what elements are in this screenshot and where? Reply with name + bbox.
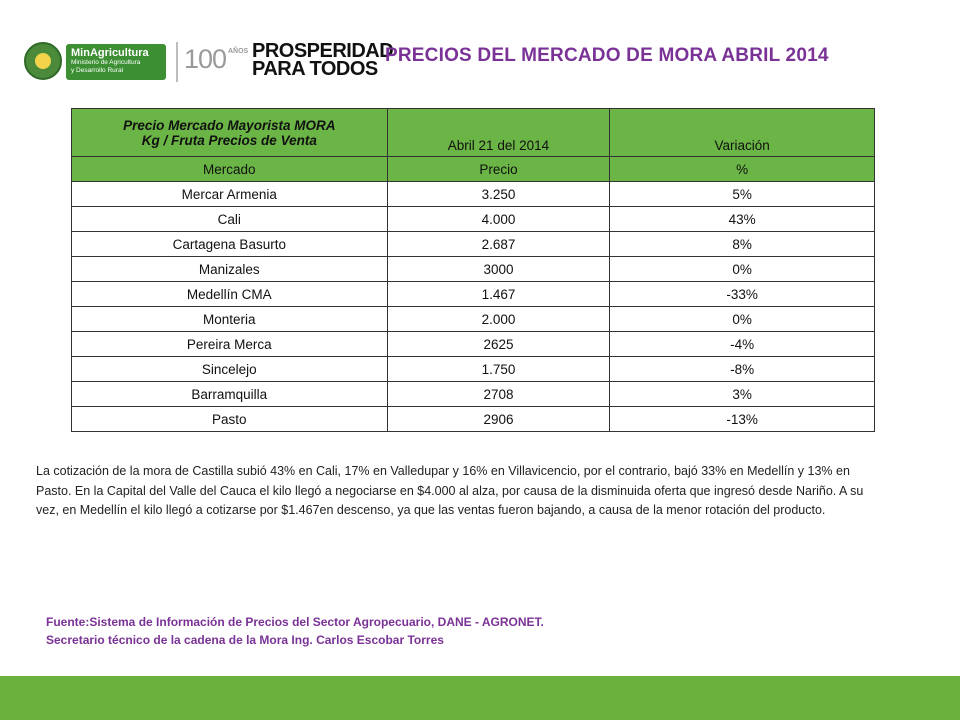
page-title: PRECIOS DEL MERCADO DE MORA ABRIL 2014 (385, 45, 829, 66)
slogan-logo: PROSPERIDAD PARA TODOS (252, 40, 394, 80)
price-column-header: Precio (386, 156, 611, 182)
market-cell: Sincelejo (71, 356, 388, 382)
table-row: Cali 4.000 43% (71, 206, 875, 232)
percent-column-header: % (609, 156, 875, 182)
minagricultura-logo: MinAgricultura Ministerio de Agricultura… (66, 44, 166, 80)
slogan-line2: PARA TODOS (252, 58, 378, 80)
table-row: Medellín CMA 1.467 -33% (71, 281, 875, 307)
slogan-line1: PROSPERIDAD (252, 40, 394, 62)
variation-cell: -4% (609, 331, 875, 357)
summary-paragraph: La cotización de la mora de Castilla sub… (36, 464, 864, 518)
market-cell: Pasto (71, 406, 388, 432)
table-title-cell: Precio Mercado Mayorista MORA Kg / Fruta… (71, 108, 388, 157)
market-cell: Medellín CMA (71, 281, 388, 307)
table-title-line2: Kg / Fruta Precios de Venta (141, 132, 317, 148)
ministry-subtitle-line1: Ministerio de Agricultura (71, 59, 141, 66)
table-row: Monteria 2.000 0% (71, 306, 875, 332)
price-cell: 2.687 (386, 231, 611, 257)
market-cell: Barramquilla (71, 381, 388, 407)
variation-cell: 0% (609, 256, 875, 282)
variation-header-cell: Variación (609, 108, 875, 157)
coat-of-arms-logo (24, 42, 62, 80)
table-subheader-row: Mercado Precio % (71, 156, 875, 182)
table-row: Pereira Merca 2625 -4% (71, 331, 875, 357)
source-line2: Secretario técnico de la cadena de la Mo… (46, 633, 444, 647)
market-cell: Mercar Armenia (71, 181, 388, 207)
table-header-row: Precio Mercado Mayorista MORA Kg / Fruta… (71, 108, 875, 157)
table-row: Cartagena Basurto 2.687 8% (71, 231, 875, 257)
price-cell: 2625 (386, 331, 611, 357)
price-table: Precio Mercado Mayorista MORA Kg / Fruta… (71, 108, 875, 432)
logo-divider (176, 42, 178, 82)
variation-cell: -33% (609, 281, 875, 307)
variation-cell: 5% (609, 181, 875, 207)
ministry-name: MinAgricultura (71, 47, 149, 59)
price-cell: 2.000 (386, 306, 611, 332)
price-cell: 1.467 (386, 281, 611, 307)
anniversary-number: 100 (184, 44, 227, 74)
ministry-subtitle-line2: y Desarrollo Rural (71, 66, 124, 74)
market-column-header: Mercado (71, 156, 388, 182)
header: MinAgricultura Ministerio de Agricultura… (22, 36, 942, 86)
market-cell: Pereira Merca (71, 331, 388, 357)
market-cell: Monteria (71, 306, 388, 332)
variation-cell: 43% (609, 206, 875, 232)
price-cell: 2906 (386, 406, 611, 432)
variation-cell: -13% (609, 406, 875, 432)
price-cell: 2708 (386, 381, 611, 407)
variation-cell: 0% (609, 306, 875, 332)
variation-cell: 3% (609, 381, 875, 407)
price-cell: 4.000 (386, 206, 611, 232)
anniversary-suffix: AÑOS (228, 48, 249, 55)
variation-cell: -8% (609, 356, 875, 382)
market-cell: Cartagena Basurto (71, 231, 388, 257)
table-row: Sincelejo 1.750 -8% (71, 356, 875, 382)
table-title-line1: Precio Mercado Mayorista MORA (123, 117, 336, 133)
market-cell: Cali (71, 206, 388, 232)
table-row: Manizales 3000 0% (71, 256, 875, 282)
footer-bar (0, 676, 960, 720)
table-row: Mercar Armenia 3.250 5% (71, 181, 875, 207)
market-cell: Manizales (71, 256, 388, 282)
source-note: Fuente:Sistema de Información de Precios… (46, 613, 544, 649)
table-row: Barramquilla 2708 3% (71, 381, 875, 407)
table-row: Pasto 2906 -13% (71, 406, 875, 432)
source-line1: Fuente:Sistema de Información de Precios… (46, 615, 544, 629)
price-cell: 3.250 (386, 181, 611, 207)
date-header-cell: Abril 21 del 2014 (386, 108, 611, 157)
price-cell: 3000 (386, 256, 611, 282)
variation-cell: 8% (609, 231, 875, 257)
price-cell: 1.750 (386, 356, 611, 382)
